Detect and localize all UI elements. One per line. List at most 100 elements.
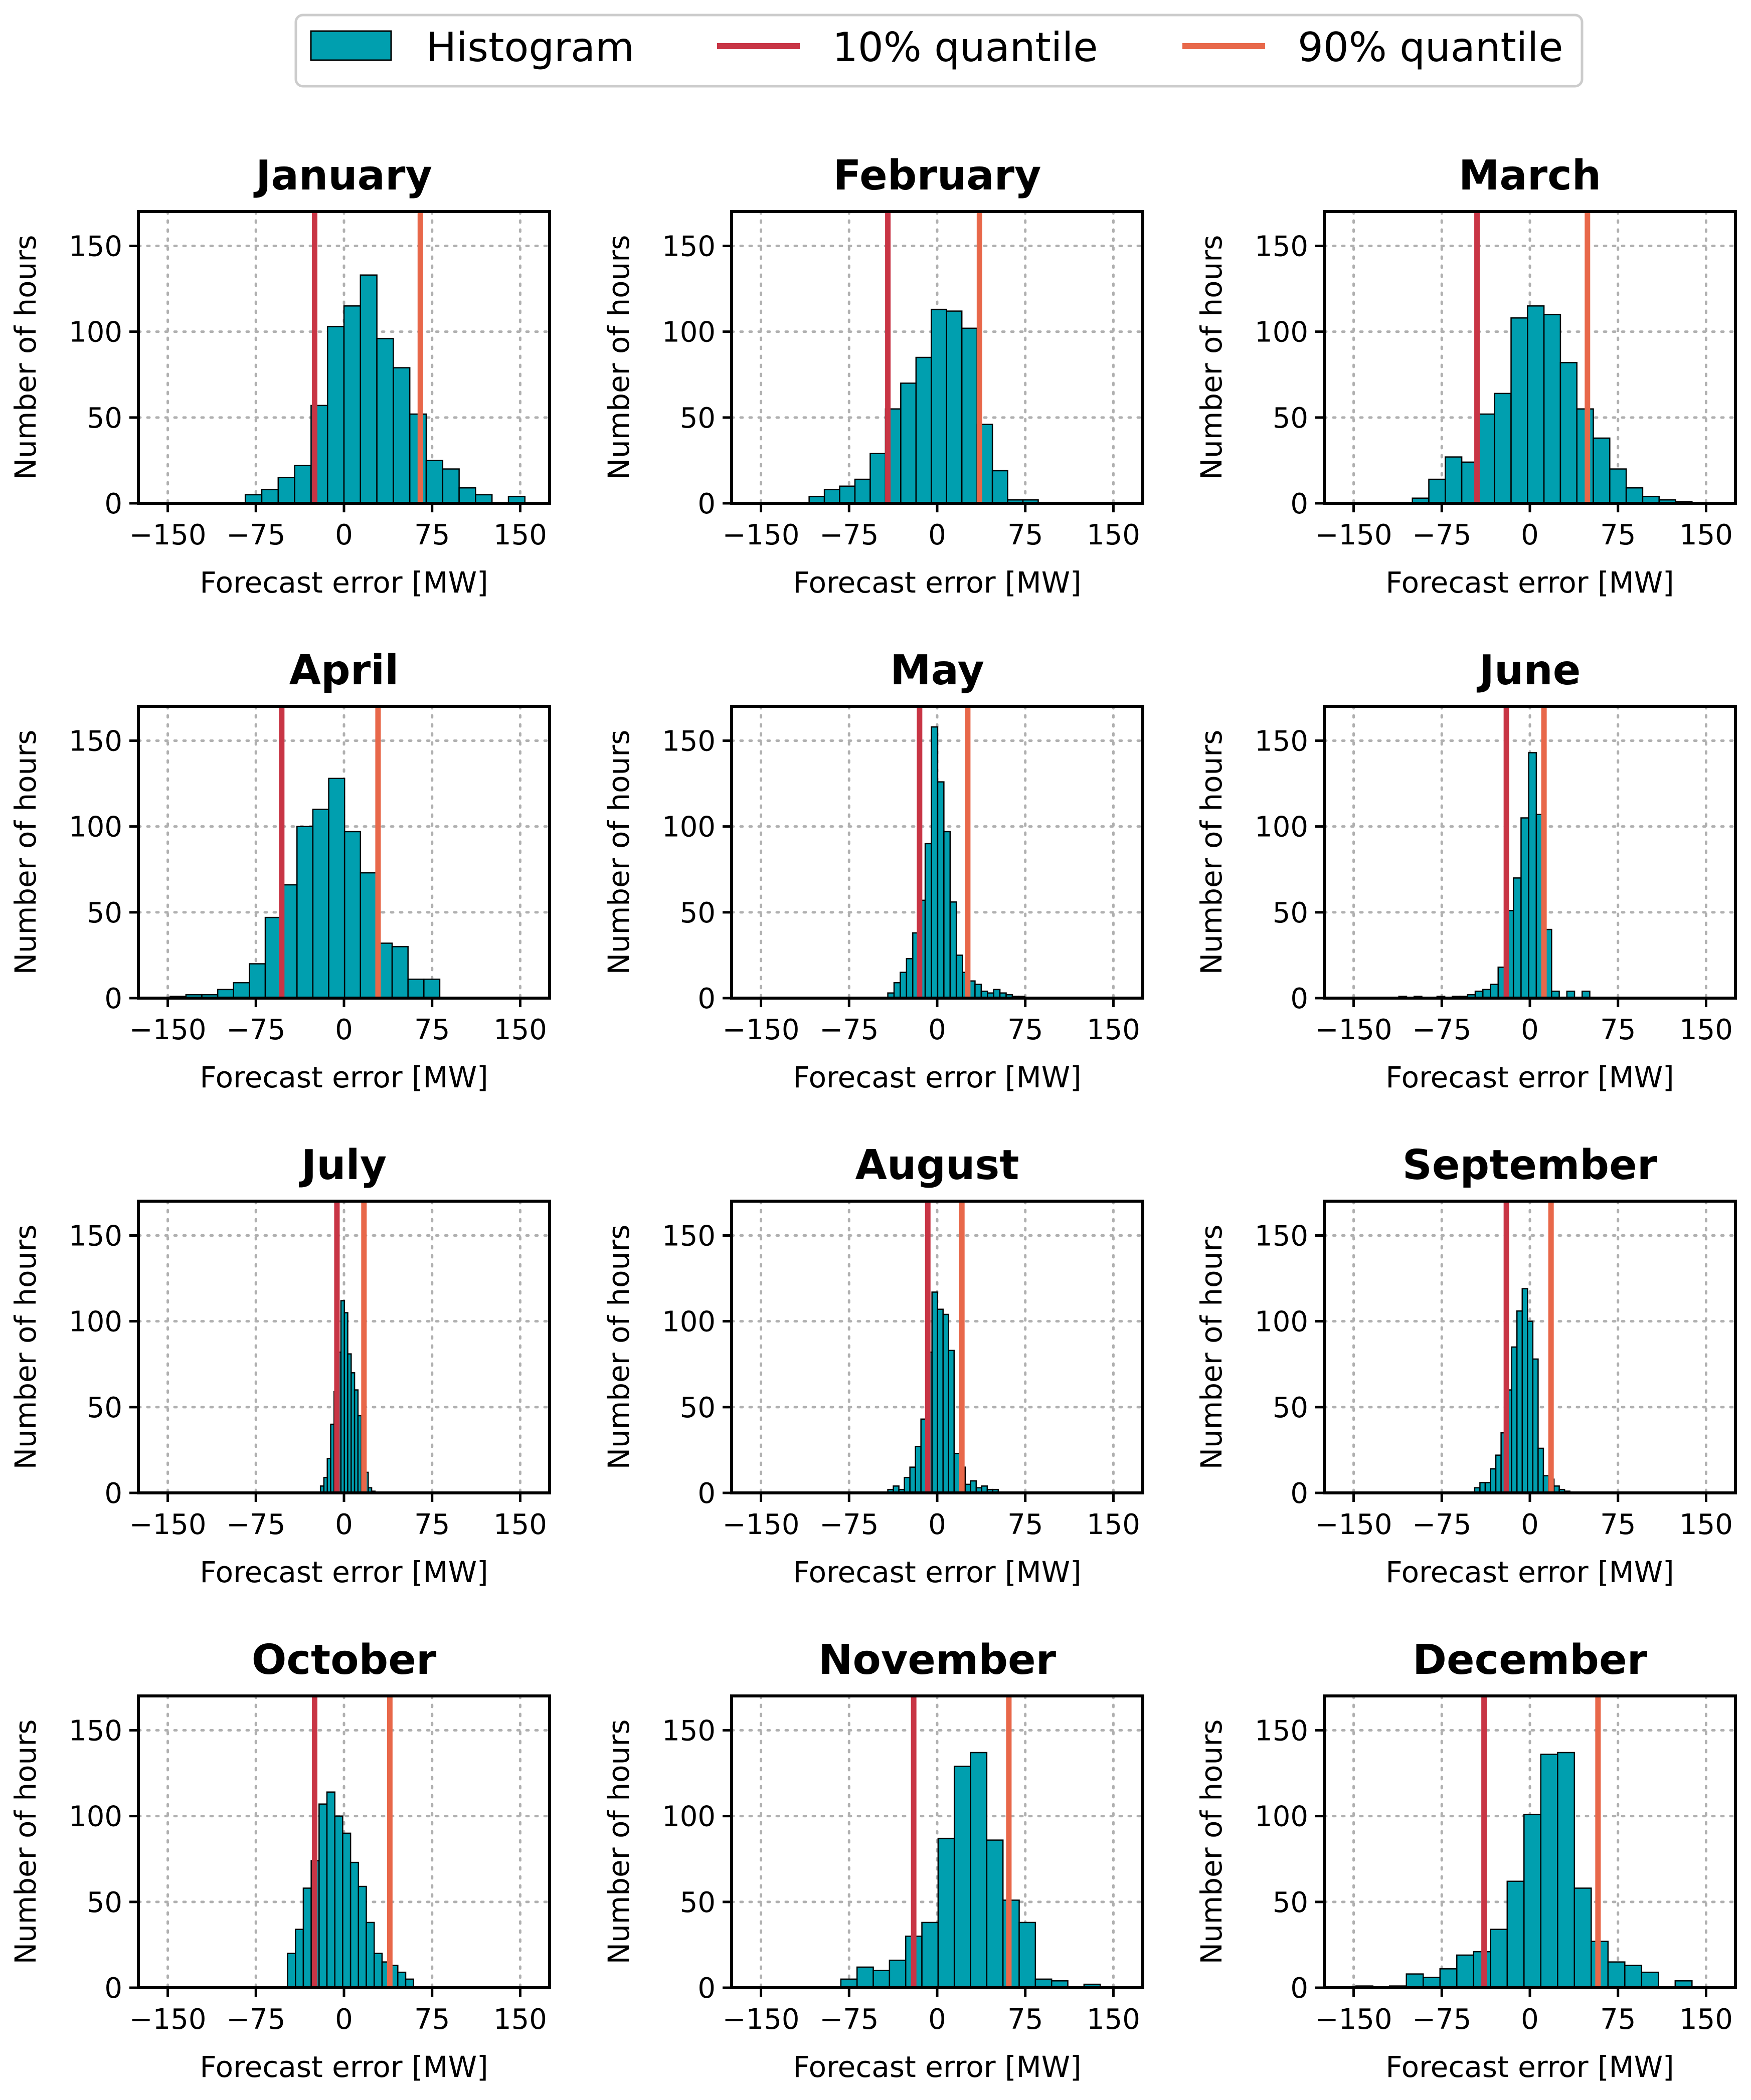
histogram-bar [943, 831, 951, 999]
histogram-bar [1559, 362, 1578, 504]
histogram-bar [1484, 1482, 1491, 1494]
histogram-bar [1439, 1968, 1458, 1989]
y-axis-label: Number of hours [9, 235, 43, 480]
y-axis-label: Number of hours [1194, 1225, 1229, 1470]
histogram-bar [953, 1766, 971, 1989]
histogram-bar [1609, 468, 1627, 504]
histogram-bar [1557, 1752, 1575, 1989]
x-axis-label: Forecast error [MW] [793, 1555, 1081, 1589]
y-tick-label: 50 [1273, 402, 1308, 435]
x-tick-label: −75 [819, 519, 879, 551]
histogram-bar [1506, 1880, 1525, 1989]
histogram-bar [900, 383, 917, 504]
histogram-bar [1527, 1320, 1534, 1494]
x-axis-label: Forecast error [MW] [200, 1060, 488, 1094]
y-tick-label: 0 [697, 983, 716, 1015]
y-tick-label: 150 [69, 1714, 122, 1747]
x-tick-label: −150 [723, 1014, 800, 1046]
y-tick-label: 100 [1255, 1306, 1308, 1339]
y-axis-label: Number of hours [9, 1720, 43, 1965]
x-tick-label: 0 [335, 2003, 353, 2036]
y-tick-label: 100 [1255, 1801, 1308, 1833]
x-tick-label: 150 [493, 1014, 547, 1046]
y-axis-label: Number of hours [9, 730, 43, 975]
y-tick-label: 150 [662, 1714, 716, 1747]
y-tick-label: 50 [87, 402, 122, 435]
x-tick-label: 0 [1521, 1508, 1539, 1541]
y-axis-label: Number of hours [602, 1720, 636, 1965]
histogram-bar [397, 1971, 407, 1989]
x-tick-label: −75 [1412, 2003, 1471, 2036]
x-tick-label: −75 [1412, 1508, 1471, 1541]
panel-may: −150 −75 0 75 150 0 50 100 150 May Forecast error … [602, 647, 1144, 1094]
x-axis-label: Forecast error [MW] [1385, 1060, 1674, 1094]
histogram-bar [1521, 1288, 1528, 1494]
histogram-bar [334, 1815, 343, 1989]
histogram-bar [233, 982, 250, 999]
histogram-bar [839, 485, 856, 504]
histogram-bar [1520, 817, 1529, 999]
histogram-bar [909, 1466, 916, 1494]
x-tick-label: −150 [1315, 1508, 1392, 1541]
histogram-bar [893, 982, 901, 999]
x-tick-label: −75 [226, 1014, 285, 1046]
x-tick-label: 0 [1521, 1014, 1539, 1046]
y-tick-label: 50 [1273, 1392, 1308, 1424]
y-tick-label: 0 [1290, 1972, 1308, 2005]
histogram-bar [261, 489, 279, 504]
x-tick-label: 150 [1679, 519, 1733, 551]
panels-grid: −150 −75 0 75 150 0 50 100 150 January Forecast er… [9, 152, 1737, 2084]
panel-july: −150 −75 0 75 150 0 50 100 150 July Forecast error… [9, 1141, 551, 1589]
histogram-bar [931, 726, 939, 999]
x-tick-label: 75 [1600, 2003, 1636, 2036]
histogram-bar [1018, 1922, 1036, 1989]
y-tick-label: 100 [69, 1306, 122, 1339]
histogram-bar [360, 872, 377, 999]
y-tick-label: 150 [69, 725, 122, 757]
x-tick-label: −150 [129, 2003, 207, 2036]
y-tick-label: 50 [680, 1392, 716, 1424]
x-tick-label: −150 [723, 2003, 800, 2036]
y-tick-label: 0 [104, 1972, 122, 2005]
y-tick-label: 0 [697, 1972, 716, 2005]
histogram-bar [924, 843, 932, 999]
histogram-bar [249, 963, 266, 999]
x-tick-label: 150 [493, 2003, 547, 2036]
histogram-bar [349, 1861, 360, 1989]
x-tick-label: −150 [129, 1014, 207, 1046]
y-tick-label: 50 [680, 1886, 716, 1919]
y-axis-label: Number of hours [1194, 235, 1229, 480]
histogram-bar [1624, 1965, 1643, 1989]
y-axis-label: Number of hours [9, 1225, 43, 1470]
x-tick-label: 0 [335, 1014, 353, 1046]
panel-title: August [855, 1141, 1019, 1189]
histogram-bar [953, 1453, 960, 1494]
x-axis-label: Forecast error [MW] [1385, 565, 1674, 600]
y-tick-label: 50 [1273, 1886, 1308, 1919]
x-axis-label: Forecast error [MW] [793, 1060, 1081, 1094]
panel-january: −150 −75 0 75 150 0 50 100 150 January Forecast er… [9, 152, 551, 600]
y-tick-label: 100 [1255, 811, 1308, 844]
y-tick-label: 150 [662, 230, 716, 263]
x-tick-label: 150 [1087, 1014, 1140, 1046]
x-axis-label: Forecast error [MW] [1385, 2050, 1674, 2084]
histogram-bar [1543, 314, 1561, 504]
histogram-bar [376, 338, 394, 504]
histogram-bar [1540, 1754, 1558, 1989]
x-tick-label: −75 [226, 2003, 285, 2036]
histogram-bar [296, 826, 314, 999]
legend-frame [294, 14, 1584, 88]
y-tick-label: 0 [104, 488, 122, 520]
histogram-bar [955, 954, 963, 999]
y-tick-label: 100 [69, 1801, 122, 1833]
y-tick-label: 150 [1255, 230, 1308, 263]
panel-title: January [253, 152, 432, 200]
x-tick-label: −150 [1315, 519, 1392, 551]
histogram-bar [1512, 877, 1522, 999]
legend: Histogram 10% quantile 90% quantile [294, 14, 1584, 88]
histogram-bar [442, 468, 460, 504]
panel-title: November [818, 1636, 1057, 1684]
histogram-bar [1523, 1813, 1542, 1989]
histogram-bar [906, 958, 914, 999]
x-axis-label: Forecast error [MW] [793, 2050, 1081, 2084]
